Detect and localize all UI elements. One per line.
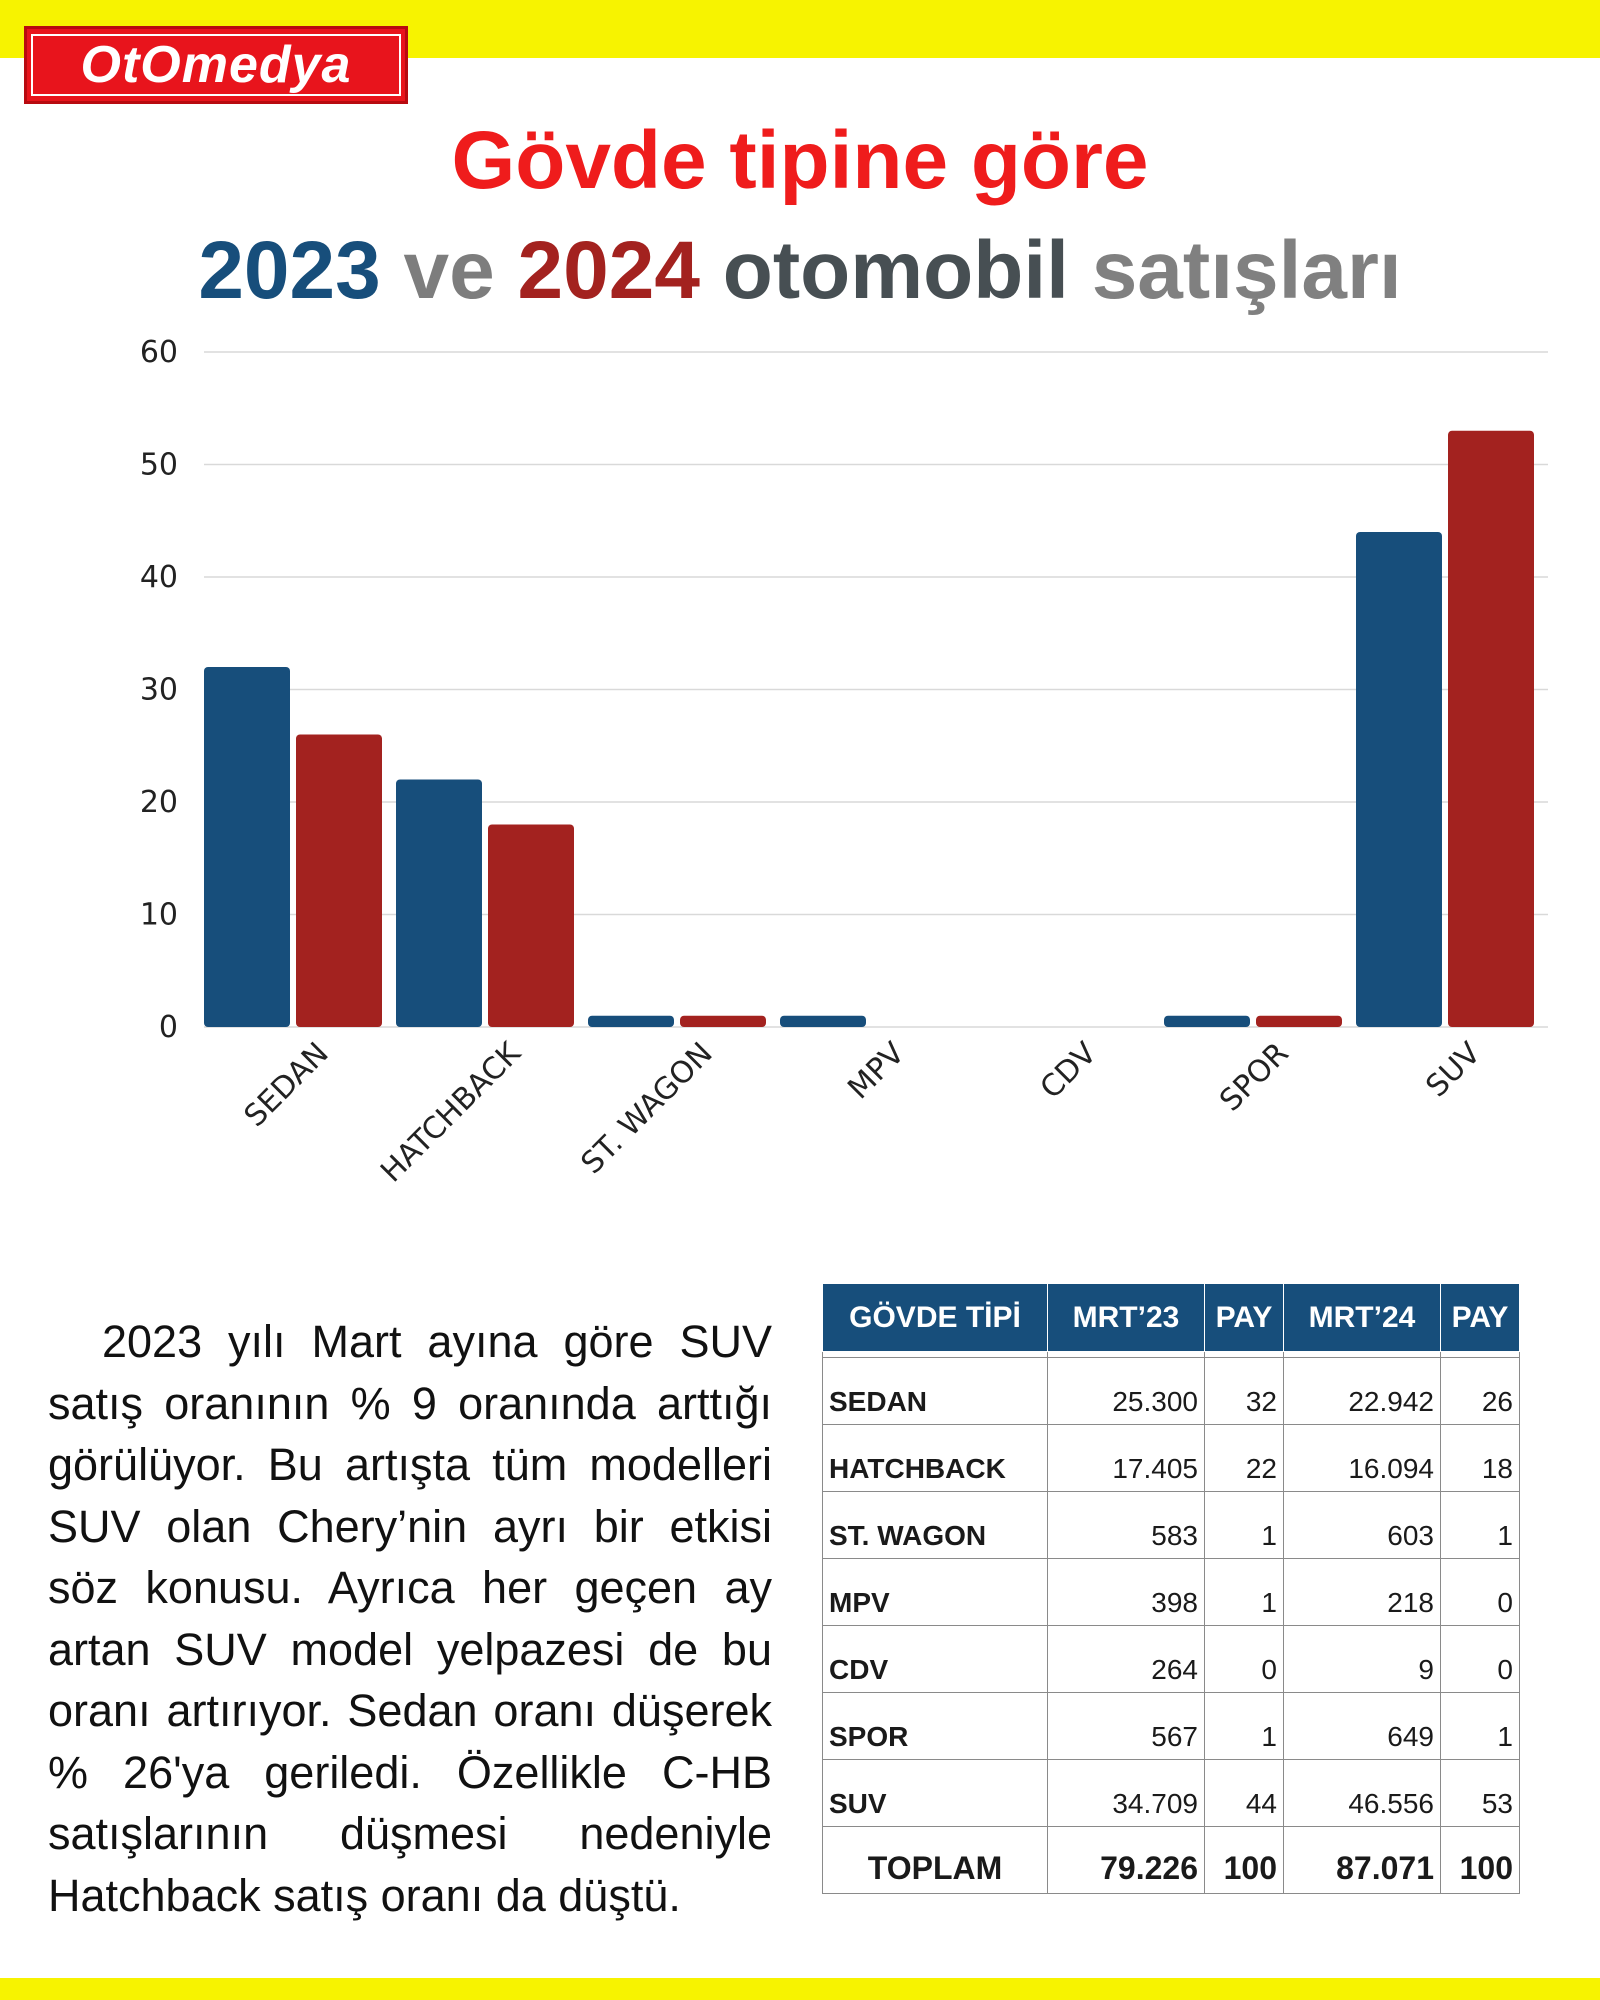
bar-chart: 0 10 20 30 40 50 60 SEDAN HATCHBACK ST. WAGON MPV C… (140, 335, 1548, 1189)
title-year-2023: 2023 (198, 225, 381, 316)
title-satislari: satışları (1091, 225, 1402, 316)
cell-type: SPOR (822, 1692, 1048, 1760)
cell-mrt23: 264 (1047, 1625, 1205, 1693)
x-tick-label: HATCHBACK (374, 1035, 528, 1189)
bar-2023-hatchback (396, 779, 482, 1027)
cell-pay23: 1 (1204, 1558, 1284, 1626)
y-tick-label: 20 (140, 785, 178, 820)
table-row: ST. WAGON 583 1 603 1 (822, 1491, 1520, 1559)
cell-total-label: TOPLAM (822, 1826, 1048, 1894)
y-tick-label: 40 (140, 560, 178, 595)
body-type-table: GÖVDE TİPİ MRT’23 PAY MRT’24 PAY SEDAN 2… (822, 1283, 1520, 1894)
y-tick-label: 10 (140, 898, 178, 933)
x-tick-label: CDV (1034, 1036, 1104, 1106)
title-otomobil: otomobil (722, 225, 1069, 316)
y-tick-label: 60 (140, 335, 178, 370)
logo-frame: OtOmedya (31, 34, 401, 96)
cell-mrt23: 34.709 (1047, 1759, 1205, 1827)
table-header-row: GÖVDE TİPİ MRT’23 PAY MRT’24 PAY (822, 1283, 1520, 1352)
cell-mrt23: 398 (1047, 1558, 1205, 1626)
cell-type: MPV (822, 1558, 1048, 1626)
bar-2023-sedan (204, 667, 290, 1027)
bottom-yellow-band (0, 1978, 1600, 2000)
bar-2024-spor (1256, 1015, 1342, 1027)
col-header-pay23: PAY (1204, 1283, 1284, 1352)
bar-2024-st-wagon (680, 1015, 766, 1027)
cell-pay24: 18 (1440, 1424, 1520, 1492)
x-tick-label: MPV (841, 1036, 912, 1107)
cell-pay23: 32 (1204, 1357, 1284, 1425)
col-header-pay24: PAY (1440, 1283, 1520, 1352)
title-year-2024: 2024 (517, 225, 700, 316)
cell-total-pay24: 100 (1440, 1826, 1520, 1894)
table-row: SPOR 567 1 649 1 (822, 1692, 1520, 1760)
cell-pay24: 0 (1440, 1625, 1520, 1693)
y-tick-label: 30 (140, 673, 178, 708)
bar-2024-suv (1448, 430, 1534, 1027)
title-ve: ve (403, 225, 495, 316)
otomedya-logo: OtOmedya (24, 26, 408, 104)
cell-mrt24: 16.094 (1283, 1424, 1441, 1492)
cell-mrt24: 603 (1283, 1491, 1441, 1559)
bar-2023-st-wagon (588, 1015, 674, 1027)
page-title-line1: Gövde tipine göre (451, 115, 1149, 206)
cell-pay24: 1 (1440, 1692, 1520, 1760)
cell-pay23: 1 (1204, 1491, 1284, 1559)
bar-2024-hatchback (488, 824, 574, 1027)
col-header-type: GÖVDE TİPİ (822, 1283, 1048, 1352)
cell-mrt23: 583 (1047, 1491, 1205, 1559)
table-row: SUV 34.709 44 46.556 53 (822, 1759, 1520, 1827)
col-header-mrt23: MRT’23 (1047, 1283, 1205, 1352)
cell-type: HATCHBACK (822, 1424, 1048, 1492)
cell-mrt24: 649 (1283, 1692, 1441, 1760)
cell-mrt23: 25.300 (1047, 1357, 1205, 1425)
cell-pay23: 1 (1204, 1692, 1284, 1760)
table-row: MPV 398 1 218 0 (822, 1558, 1520, 1626)
cell-type: SUV (822, 1759, 1048, 1827)
cell-mrt24: 22.942 (1283, 1357, 1441, 1425)
cell-type: SEDAN (822, 1357, 1048, 1425)
cell-total-mrt23: 79.226 (1047, 1826, 1205, 1894)
cell-total-mrt24: 87.071 (1283, 1826, 1441, 1894)
cell-type: ST. WAGON (822, 1491, 1048, 1559)
cell-pay23: 44 (1204, 1759, 1284, 1827)
bar-2023-mpv (780, 1015, 866, 1027)
cell-mrt24: 218 (1283, 1558, 1441, 1626)
cell-pay24: 53 (1440, 1759, 1520, 1827)
body-paragraph: 2023 yılı Mart ayına göre SUV satış oran… (48, 1316, 772, 1921)
cell-pay24: 26 (1440, 1357, 1520, 1425)
cell-pay24: 1 (1440, 1491, 1520, 1559)
bar-2024-sedan (296, 734, 382, 1027)
y-tick-label: 50 (140, 448, 178, 483)
x-tick-label: SPOR (1213, 1036, 1295, 1118)
bar-2023-suv (1356, 532, 1442, 1027)
table-row: HATCHBACK 17.405 22 16.094 18 (822, 1424, 1520, 1492)
page-title-line2: 2023 ve 2024 otomobil satışları (0, 230, 1600, 312)
table-total-row: TOPLAM 79.226 100 87.071 100 (822, 1826, 1520, 1894)
bar-2023-spor (1164, 1015, 1250, 1027)
cell-mrt24: 46.556 (1283, 1759, 1441, 1827)
cell-mrt23: 17.405 (1047, 1424, 1205, 1492)
cell-pay23: 22 (1204, 1424, 1284, 1492)
table-row: SEDAN 25.300 32 22.942 26 (822, 1357, 1520, 1425)
cell-total-pay23: 100 (1204, 1826, 1284, 1894)
table-row: CDV 264 0 9 0 (822, 1625, 1520, 1693)
cell-pay23: 0 (1204, 1625, 1284, 1693)
cell-mrt24: 9 (1283, 1625, 1441, 1693)
x-tick-label: ST. WAGON (575, 1036, 720, 1181)
x-tick-label: SEDAN (238, 1036, 336, 1134)
table-spacer (822, 1351, 1520, 1358)
x-tick-label: SUV (1419, 1036, 1488, 1105)
cell-pay24: 0 (1440, 1558, 1520, 1626)
cell-type: CDV (822, 1625, 1048, 1693)
y-tick-label: 0 (159, 1010, 178, 1045)
col-header-mrt24: MRT’24 (1283, 1283, 1441, 1352)
logo-text: OtOmedya (80, 36, 352, 94)
cell-mrt23: 567 (1047, 1692, 1205, 1760)
